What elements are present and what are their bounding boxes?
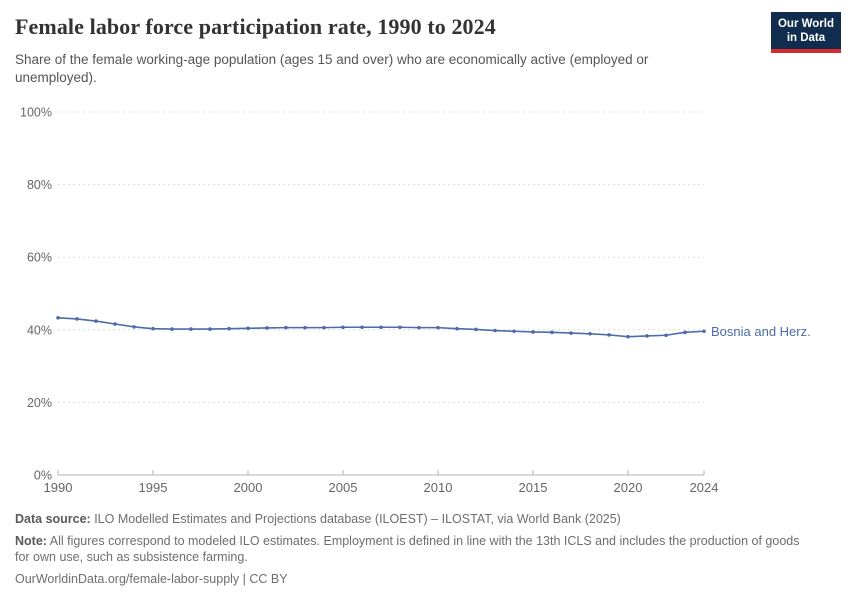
series-end-label: Bosnia and Herz. xyxy=(711,324,811,339)
chart-subtitle: Share of the female working-age populati… xyxy=(15,52,649,85)
data-point xyxy=(436,325,440,330)
data-point xyxy=(246,326,250,331)
license-line: OurWorldinData.org/female-labor-supply |… xyxy=(15,571,288,586)
y-tick-label: 60% xyxy=(27,251,52,265)
y-tick-label: 0% xyxy=(34,469,52,483)
data-point xyxy=(227,326,231,331)
data-point xyxy=(56,316,60,320)
data-point xyxy=(75,317,79,321)
data-point xyxy=(322,325,326,330)
data-source-label: Data source: xyxy=(15,512,91,526)
data-point xyxy=(417,325,421,330)
x-tick-label: 2010 xyxy=(424,480,453,495)
owid-logo[interactable]: Our World in Data xyxy=(770,12,841,53)
owid-logo-line1: Our World xyxy=(777,18,834,30)
y-tick-label: 20% xyxy=(27,396,52,410)
data-point xyxy=(151,326,155,331)
chart-footer: Data source: ILO Modelled Estimates and … xyxy=(15,511,810,592)
data-point xyxy=(208,327,212,331)
x-tick-label: 2024 xyxy=(690,480,719,495)
data-point xyxy=(645,334,649,338)
data-point xyxy=(303,325,307,330)
data-point xyxy=(189,327,193,331)
data-point xyxy=(284,325,288,330)
data-point xyxy=(341,325,345,330)
note-text: All figures correspond to modeled ILO es… xyxy=(15,533,800,565)
data-point xyxy=(607,333,611,337)
data-point xyxy=(626,334,630,339)
data-point xyxy=(474,327,478,332)
data-point xyxy=(550,330,554,335)
data-point xyxy=(398,325,402,330)
x-tick-label: 2005 xyxy=(329,480,358,495)
data-point xyxy=(493,328,497,333)
x-tick-label: 1995 xyxy=(139,480,168,495)
data-point xyxy=(664,333,668,338)
x-tick-label: 2015 xyxy=(519,480,548,495)
data-source-text: ILO Modelled Estimates and Projections d… xyxy=(90,512,621,526)
data-point xyxy=(512,329,516,334)
data-source-line: Data source: ILO Modelled Estimates and … xyxy=(15,511,810,528)
y-tick-label: 40% xyxy=(27,323,52,337)
data-point xyxy=(132,325,136,329)
x-tick-label: 2000 xyxy=(234,480,263,495)
data-point xyxy=(569,331,573,335)
data-point xyxy=(379,325,383,330)
data-point xyxy=(360,325,364,330)
data-point xyxy=(588,331,592,336)
data-point xyxy=(531,330,535,334)
data-point xyxy=(455,326,459,331)
y-tick-label: 100% xyxy=(20,106,52,120)
data-point xyxy=(113,322,117,326)
page-title: Female labor force participation rate, 1… xyxy=(15,14,496,39)
x-tick-label: 1990 xyxy=(44,480,73,495)
note-label: Note: xyxy=(15,533,47,548)
x-tick-label: 2020 xyxy=(614,480,643,495)
data-point xyxy=(170,327,174,331)
data-point xyxy=(702,329,706,334)
y-tick-label: 80% xyxy=(27,178,52,192)
note-line: Note: All figures correspond to modeled … xyxy=(15,533,810,566)
owid-logo-line2: in Data xyxy=(786,32,826,44)
data-point xyxy=(94,319,98,323)
data-point xyxy=(265,326,269,330)
data-point xyxy=(683,330,687,335)
